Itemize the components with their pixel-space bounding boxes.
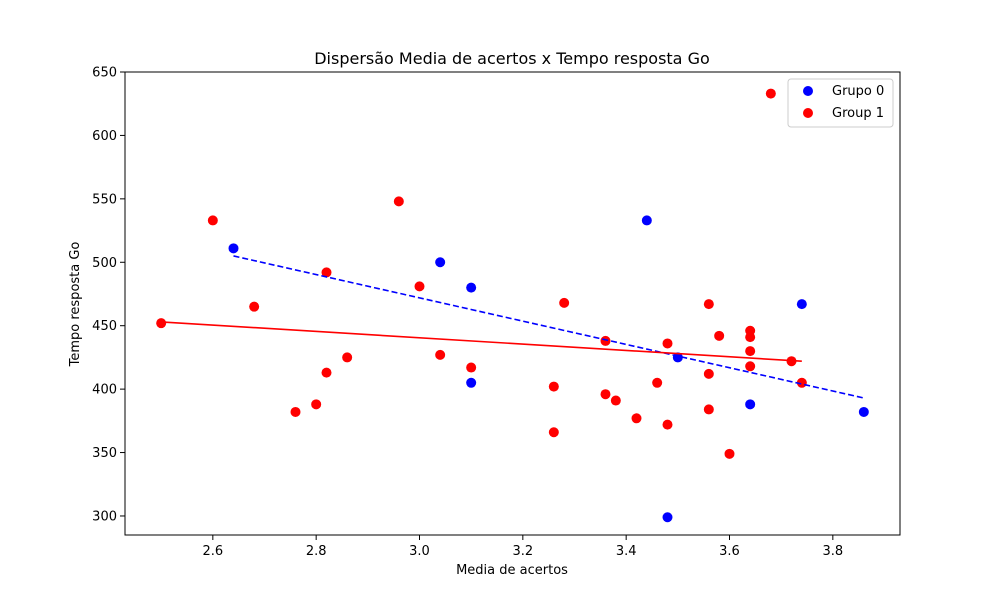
data-point-group-1 <box>745 346 756 357</box>
data-point-group-1 <box>724 448 735 459</box>
x-tick-label: 2.8 <box>306 544 327 559</box>
x-tick-label: 2.6 <box>202 544 223 559</box>
data-point-group-1 <box>393 196 404 207</box>
data-point-group-1 <box>600 335 611 346</box>
data-point-grupo-0 <box>466 377 477 388</box>
data-point-group-1 <box>311 399 322 410</box>
trend-line-group-1 <box>161 321 802 363</box>
data-point-group-1 <box>466 362 477 373</box>
legend-frame <box>787 78 894 128</box>
data-point-group-1 <box>703 404 714 415</box>
data-point-group-1 <box>631 413 642 424</box>
data-point-group-1 <box>765 88 776 99</box>
data-point-group-1 <box>548 381 559 392</box>
data-point-grupo-0 <box>662 512 673 523</box>
legend-marker-grupo-0 <box>803 86 813 96</box>
legend-label-grupo-0: Grupo 0 <box>832 84 884 99</box>
x-tick-label: 3.8 <box>822 544 843 559</box>
y-tick-label: 650 <box>92 66 117 81</box>
y-tick-label: 550 <box>92 192 117 207</box>
data-point-group-1 <box>745 332 756 343</box>
data-point-grupo-0 <box>466 282 477 293</box>
x-tick-label: 3.4 <box>616 544 637 559</box>
data-point-group-1 <box>559 297 570 308</box>
data-point-group-1 <box>249 301 260 312</box>
data-point-group-1 <box>652 377 663 388</box>
data-point-grupo-0 <box>745 399 756 410</box>
data-point-grupo-0 <box>641 215 652 226</box>
x-axis: 2.6 2.8 3.0 3.2 3.4 3.6 3.8 <box>202 535 843 559</box>
data-point-grupo-0 <box>435 257 446 268</box>
data-point-group-1 <box>714 330 725 341</box>
data-point-group-1 <box>435 349 446 360</box>
data-point-group-1 <box>156 318 167 329</box>
y-tick-label: 400 <box>92 383 117 398</box>
y-tick-label: 350 <box>92 446 117 461</box>
x-tick-label: 3.2 <box>512 544 533 559</box>
x-tick-label: 3.0 <box>409 544 430 559</box>
y-tick-label: 600 <box>92 129 117 144</box>
data-point-group-1 <box>610 395 621 406</box>
y-axis-label: Tempo resposta Go <box>68 242 83 368</box>
x-tick-label: 3.6 <box>719 544 740 559</box>
data-point-group-1 <box>290 406 301 417</box>
data-point-group-1 <box>207 215 218 226</box>
legend-label-group-1: Group 1 <box>832 106 884 121</box>
data-point-group-1 <box>548 427 559 438</box>
data-point-group-1 <box>414 281 425 292</box>
data-point-group-1 <box>662 419 673 430</box>
plot-frame <box>124 71 901 536</box>
y-axis: 300 350 400 450 500 550 600 650 <box>92 66 125 524</box>
legend-marker-group-1 <box>803 108 813 118</box>
data-point-grupo-0 <box>228 243 239 254</box>
data-point-group-1 <box>662 338 673 349</box>
data-point-group-1 <box>745 361 756 372</box>
y-tick-label: 300 <box>92 509 117 524</box>
data-point-group-1 <box>321 267 332 278</box>
data-point-group-1 <box>342 352 353 363</box>
x-axis-label: Media de acertos <box>456 563 568 578</box>
y-tick-label: 450 <box>92 319 117 334</box>
chart-title: Dispersão Media de acertos x Tempo respo… <box>314 49 710 68</box>
data-point-grupo-0 <box>796 299 807 310</box>
data-point-grupo-0 <box>858 406 869 417</box>
plot-area <box>156 88 869 523</box>
data-point-group-1 <box>321 367 332 378</box>
data-point-group-1 <box>703 299 714 310</box>
y-tick-label: 500 <box>92 256 117 271</box>
data-point-group-1 <box>703 368 714 379</box>
data-point-group-1 <box>600 389 611 400</box>
legend: Grupo 0 Group 1 <box>787 78 894 128</box>
